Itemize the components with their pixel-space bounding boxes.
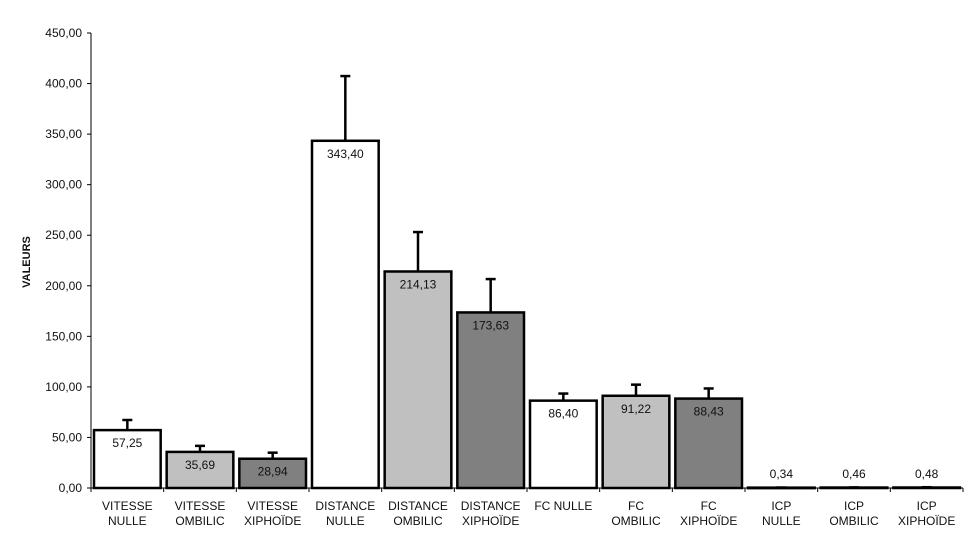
- y-tick-label: 350,00: [45, 127, 82, 141]
- x-tick-label: DISTANCE: [388, 499, 448, 513]
- y-tick-label: 400,00: [45, 77, 82, 91]
- x-tick-label: XIPHOÏDE: [680, 514, 737, 528]
- x-tick-label: FC: [628, 499, 644, 513]
- data-label: 88,43: [694, 405, 724, 419]
- x-tick-label: ICP: [771, 499, 791, 513]
- data-label: 28,94: [258, 465, 288, 479]
- data-label: 57,25: [112, 436, 142, 450]
- y-tick-label: 0,00: [59, 481, 83, 495]
- data-label: 86,40: [548, 407, 578, 421]
- x-tick-label: XIPHOÏDE: [898, 514, 955, 528]
- x-tick-label: NULLE: [762, 514, 801, 528]
- x-tick-label: OMBILIC: [393, 514, 443, 528]
- bar: [819, 486, 889, 490]
- bar: [456, 311, 526, 490]
- data-label: 91,22: [621, 402, 651, 416]
- bar: [528, 399, 598, 490]
- bar: [238, 457, 308, 490]
- x-tick-label: DISTANCE: [461, 499, 521, 513]
- x-tick-label: VITESSE: [175, 499, 226, 513]
- bar: [892, 486, 962, 490]
- data-label: 0,46: [842, 467, 866, 481]
- x-tick-label: XIPHOÏDE: [244, 514, 301, 528]
- x-tick-label: FC: [701, 499, 717, 513]
- y-tick-label: 50,00: [52, 430, 82, 444]
- x-tick-label: OMBILIC: [611, 514, 661, 528]
- y-tick-label: 100,00: [45, 380, 82, 394]
- bar: [674, 397, 744, 490]
- data-label: 0,34: [770, 467, 794, 481]
- x-tick-label: XIPHOÏDE: [462, 514, 519, 528]
- data-label: 173,63: [472, 318, 509, 332]
- y-tick-label: 250,00: [45, 228, 82, 242]
- x-tick-label: FC NULLE: [534, 499, 592, 513]
- x-tick-label: VITESSE: [247, 499, 298, 513]
- bar: [310, 139, 380, 490]
- x-tick-label: VITESSE: [102, 499, 153, 513]
- bar: [165, 450, 235, 490]
- y-axis-label: VALEURS: [21, 236, 33, 288]
- x-tick-label: OMBILIC: [175, 514, 225, 528]
- bar: [92, 428, 162, 490]
- bar: [601, 394, 671, 490]
- x-tick-label: NULLE: [326, 514, 365, 528]
- x-tick-label: NULLE: [108, 514, 147, 528]
- y-tick-label: 300,00: [45, 178, 82, 192]
- data-label: 35,69: [185, 458, 215, 472]
- bar: [746, 486, 816, 490]
- bar: [383, 270, 453, 490]
- data-label: 0,48: [915, 467, 939, 481]
- data-label: 214,13: [400, 277, 437, 291]
- x-tick-label: OMBILIC: [829, 514, 879, 528]
- y-tick-label: 450,00: [45, 26, 82, 40]
- x-tick-label: ICP: [844, 499, 864, 513]
- data-label: 343,40: [327, 147, 364, 161]
- y-tick-label: 200,00: [45, 279, 82, 293]
- x-tick-label: DISTANCE: [315, 499, 375, 513]
- y-tick-label: 150,00: [45, 329, 82, 343]
- x-tick-label: ICP: [917, 499, 937, 513]
